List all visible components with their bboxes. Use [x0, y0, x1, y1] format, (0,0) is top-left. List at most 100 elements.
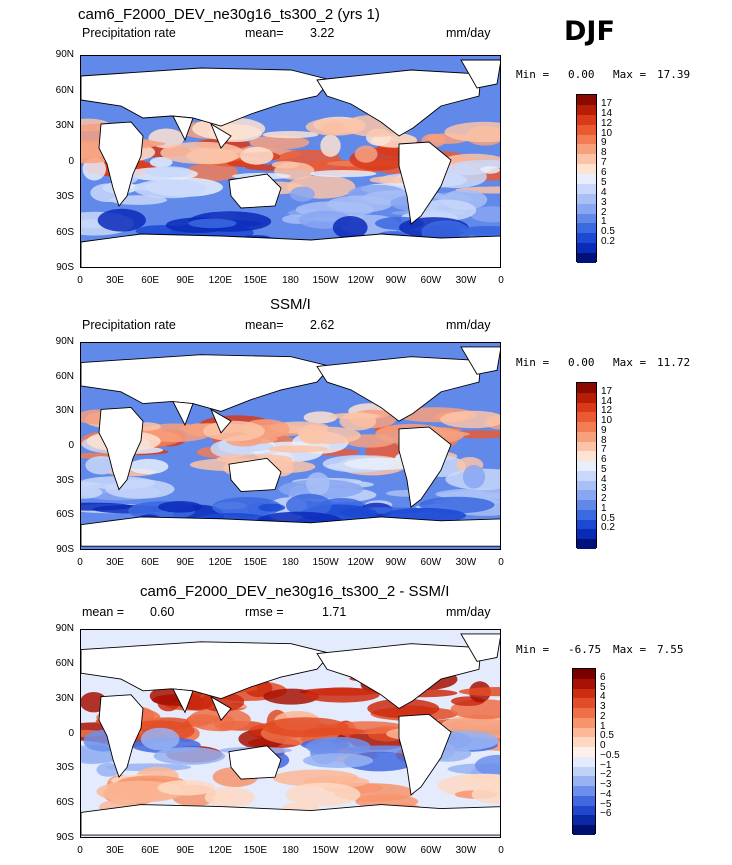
colorbar	[576, 382, 597, 550]
colorbar-label: 17	[601, 385, 613, 397]
lat-tick-label: 90S	[56, 544, 74, 555]
colorbar-swatch	[573, 786, 595, 797]
colorbar-label: 10	[601, 415, 613, 427]
colorbar-label: −5	[600, 798, 612, 810]
colorbar-swatch	[577, 519, 596, 530]
colorbar-label: −2	[600, 769, 612, 781]
colorbar-label: 6	[600, 671, 606, 683]
colorbar-label: 6	[601, 454, 607, 466]
min-value: -6.75	[568, 643, 602, 656]
lat-tick-label: 60N	[55, 84, 74, 96]
max-label: Max =	[613, 356, 647, 369]
colorbar-label: 0.2	[601, 522, 615, 534]
min-value: 0.00	[568, 356, 595, 369]
max-value: 17.39	[657, 68, 691, 81]
colorbar-swatch	[577, 243, 596, 254]
colorbar-swatch	[573, 698, 595, 709]
lon-tick-label: 150W	[312, 275, 339, 286]
lat-tick-label: 60S	[56, 509, 74, 521]
lon-tick-label: 120W	[347, 275, 374, 286]
colorbar-swatch	[577, 203, 596, 215]
colorbar-label: 0.5	[600, 730, 614, 742]
lon-tick-label: 150E	[243, 557, 268, 568]
mean-label: mean=	[245, 318, 284, 332]
colorbar-label: 14	[601, 107, 613, 119]
colorbar-swatch	[577, 253, 596, 264]
lat-tick-label: 0	[68, 155, 74, 167]
colorbar-swatch	[577, 431, 596, 443]
colorbar-label: 0.5	[601, 512, 615, 524]
colorbar-swatch	[577, 174, 596, 185]
lat-tick-label: 0	[68, 440, 74, 451]
colorbar-label: 9	[601, 424, 607, 436]
colorbar-label: 1	[600, 720, 606, 732]
colorbar-swatch	[577, 412, 596, 423]
colorbar-label: 2	[601, 493, 607, 505]
colorbar-label: 7	[601, 444, 607, 456]
colorbar-swatch	[573, 727, 595, 738]
lon-tick-label: 150W	[312, 557, 339, 568]
colorbar-label: 4	[600, 691, 606, 703]
colorbar-swatch	[577, 500, 596, 511]
colorbar-swatch	[573, 678, 595, 689]
lat-tick-label: 30N	[55, 405, 74, 417]
colorbar-swatch	[573, 688, 595, 699]
colorbar-swatch	[577, 193, 596, 205]
map-field	[81, 56, 500, 267]
colorbar-label: −6	[600, 808, 612, 820]
colorbar-label: 4	[601, 473, 607, 485]
lon-tick-label: 150E	[243, 845, 268, 856]
colorbar-label: −4	[600, 788, 612, 800]
panel-title: SSM/I	[270, 296, 311, 313]
colorbar-label: 3	[601, 483, 607, 495]
colorbar-label: 3	[600, 701, 606, 713]
colorbar-swatch	[577, 392, 596, 403]
lat-tick-label: 60S	[56, 797, 74, 809]
colorbar-swatch	[577, 164, 596, 175]
lon-tick-label: 60W	[420, 275, 442, 286]
lon-tick-label: 120E	[208, 845, 233, 856]
mean-value: 2.62	[310, 318, 335, 332]
colorbar-swatch	[577, 383, 596, 394]
lon-tick-label: 90W	[385, 845, 407, 856]
map-panel	[80, 55, 501, 268]
lon-tick-label: 180	[282, 557, 299, 568]
colorbar	[576, 94, 597, 264]
colorbar-swatch	[577, 183, 596, 195]
lat-tick-label: 90N	[55, 49, 74, 60]
lon-tick-label: 0	[498, 275, 504, 286]
colorbar-swatch	[577, 144, 596, 155]
colorbar-swatch	[573, 795, 595, 807]
colorbar-swatch	[577, 124, 596, 136]
lon-tick-label: 60W	[420, 557, 442, 568]
rmse-value: 1.71	[322, 605, 347, 619]
lon-tick-label: 30E	[106, 845, 124, 856]
colorbar-label: 12	[601, 405, 613, 417]
season-label: DJF	[564, 16, 615, 47]
lon-tick-label: 90E	[176, 557, 195, 568]
colorbar	[572, 668, 596, 836]
colorbar-label: 8	[601, 147, 607, 159]
colorbar-label: 7	[601, 157, 607, 169]
map-field	[81, 343, 500, 549]
lon-tick-label: 120E	[208, 275, 233, 286]
colorbar-label: 9	[601, 137, 607, 149]
colorbar-swatch	[577, 402, 596, 413]
colorbar-label: 5	[601, 463, 607, 475]
lon-tick-label: 0	[77, 845, 83, 856]
lat-tick-label: 60S	[56, 226, 74, 238]
colorbar-swatch	[577, 233, 596, 244]
min-label: Min =	[516, 356, 550, 369]
colorbar-swatch	[577, 490, 596, 501]
colorbar-label: 4	[601, 186, 607, 198]
lon-tick-label: 90W	[385, 557, 407, 568]
colorbar-swatch	[577, 104, 596, 116]
colorbar-swatch	[573, 825, 595, 836]
colorbar-label: 0	[600, 740, 606, 752]
colorbar-label: 10	[601, 127, 613, 139]
lon-tick-label: 0	[77, 275, 83, 286]
map-panel	[80, 629, 501, 838]
colorbar-label: 17	[601, 97, 613, 109]
colorbar-label: −0.5	[600, 749, 620, 761]
colorbar-swatch	[573, 747, 595, 758]
